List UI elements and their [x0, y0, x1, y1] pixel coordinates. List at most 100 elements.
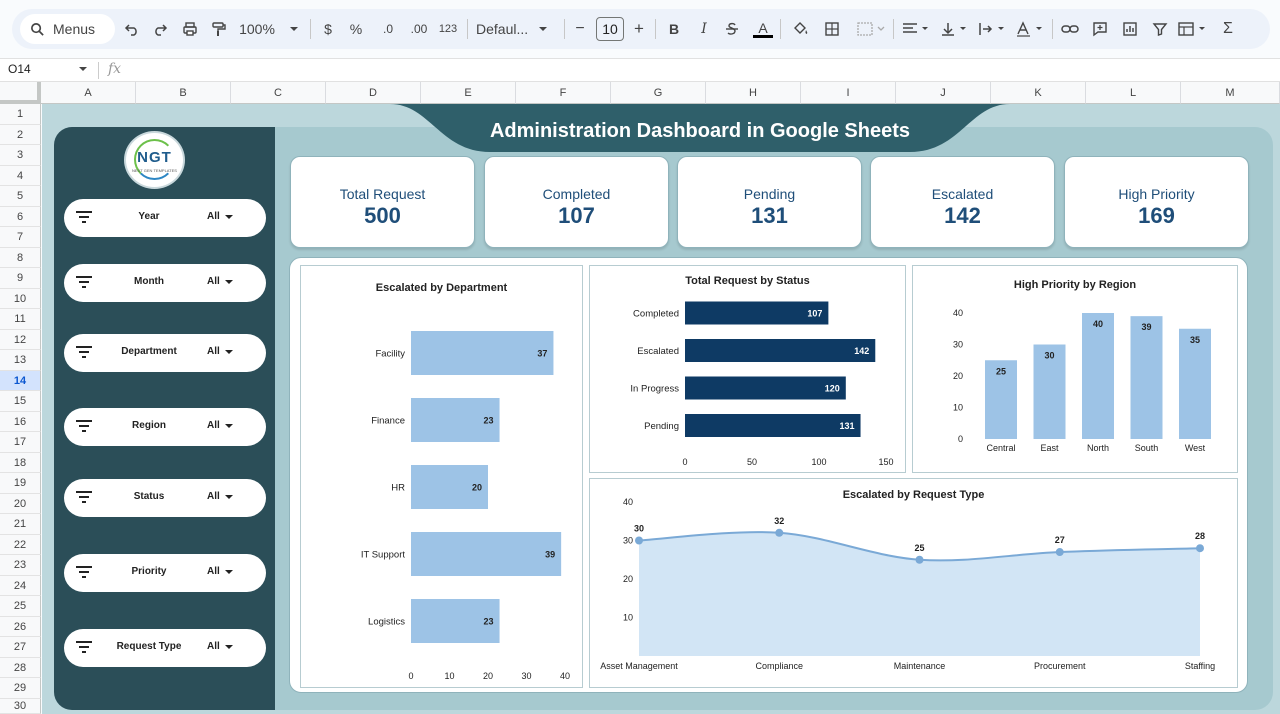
filter-value[interactable]: All — [207, 566, 220, 577]
row-header[interactable]: 23 — [0, 555, 41, 576]
insert-comment-button[interactable] — [1090, 18, 1110, 40]
filter-value[interactable]: All — [207, 420, 220, 431]
column-header[interactable]: H — [706, 82, 801, 104]
row-header[interactable]: 17 — [0, 432, 41, 453]
row-header[interactable]: 6 — [0, 207, 41, 227]
font-size-input[interactable]: 10 — [596, 17, 624, 41]
chevron-down-icon[interactable] — [225, 350, 233, 355]
column-header[interactable]: J — [896, 82, 991, 104]
column-header[interactable]: M — [1181, 82, 1280, 104]
category-label: Central — [986, 443, 1015, 453]
filter-priority[interactable]: Priority All — [64, 554, 266, 592]
currency-button[interactable]: $ — [318, 18, 338, 40]
merge-cells-button[interactable] — [854, 18, 888, 40]
horizontal-align-button[interactable] — [900, 18, 932, 40]
row-header[interactable]: 5 — [0, 186, 41, 207]
row-header[interactable]: 26 — [0, 617, 41, 637]
row-header[interactable]: 7 — [0, 227, 41, 248]
filter-value[interactable]: All — [207, 491, 220, 502]
row-header[interactable]: 3 — [0, 145, 41, 166]
decrease-decimal-button[interactable]: .0 — [376, 18, 400, 40]
increase-font-size-button[interactable]: + — [630, 18, 648, 40]
filter-button[interactable] — [1150, 18, 1170, 40]
row-header[interactable]: 11 — [0, 309, 41, 330]
row-header[interactable]: 21 — [0, 514, 41, 535]
column-header[interactable]: I — [801, 82, 896, 104]
filter-department[interactable]: Department All — [64, 334, 266, 372]
row-header[interactable]: 15 — [0, 391, 41, 412]
chevron-down-icon[interactable] — [225, 645, 233, 650]
column-header[interactable]: E — [421, 82, 516, 104]
chevron-down-icon[interactable] — [78, 66, 88, 74]
row-header[interactable]: 28 — [0, 658, 41, 678]
chevron-down-icon[interactable] — [225, 424, 233, 429]
print-button[interactable] — [180, 18, 200, 40]
fill-color-button[interactable] — [790, 18, 812, 40]
chevron-down-icon[interactable] — [225, 570, 233, 575]
filter-month[interactable]: Month All — [64, 264, 266, 302]
text-wrap-button[interactable] — [976, 18, 1008, 40]
column-header[interactable]: K — [991, 82, 1086, 104]
filter-status[interactable]: Status All — [64, 479, 266, 517]
column-header[interactable]: A — [41, 82, 136, 104]
menus-search-button[interactable]: Menus — [20, 14, 115, 44]
row-header[interactable]: 18 — [0, 453, 41, 473]
row-header[interactable]: 27 — [0, 637, 41, 658]
filter-value[interactable]: All — [207, 276, 220, 287]
borders-button[interactable] — [822, 18, 842, 40]
paint-format-button[interactable] — [208, 18, 228, 40]
column-header[interactable]: L — [1086, 82, 1181, 104]
row-header[interactable]: 20 — [0, 494, 41, 514]
chevron-down-icon[interactable] — [225, 280, 233, 285]
row-header[interactable]: 8 — [0, 248, 41, 268]
percent-button[interactable]: % — [346, 18, 366, 40]
text-rotation-button[interactable] — [1014, 18, 1046, 40]
column-header[interactable]: F — [516, 82, 611, 104]
row-header[interactable]: 10 — [0, 289, 41, 309]
row-header[interactable]: 30 — [0, 699, 41, 714]
insert-link-button[interactable] — [1060, 18, 1080, 40]
filter-region[interactable]: Region All — [64, 408, 266, 446]
row-header[interactable]: 25 — [0, 596, 41, 617]
chevron-down-icon[interactable] — [225, 495, 233, 500]
italic-button[interactable]: I — [694, 18, 714, 40]
column-header[interactable]: G — [611, 82, 706, 104]
row-header[interactable]: 16 — [0, 412, 41, 432]
row-header[interactable]: 13 — [0, 350, 41, 371]
chevron-down-icon[interactable] — [225, 215, 233, 220]
insert-chart-button[interactable] — [1120, 18, 1140, 40]
row-header[interactable]: 22 — [0, 535, 41, 555]
functions-button[interactable]: Σ — [1218, 18, 1238, 40]
strikethrough-button[interactable] — [722, 18, 742, 40]
filter-request-type[interactable]: Request Type All — [64, 629, 266, 667]
row-header[interactable]: 4 — [0, 166, 41, 186]
redo-button[interactable] — [150, 18, 170, 40]
filter-value[interactable]: All — [207, 211, 220, 222]
filter-views-button[interactable] — [1176, 18, 1210, 40]
row-header[interactable]: 12 — [0, 330, 41, 350]
undo-button[interactable] — [122, 18, 142, 40]
name-box[interactable]: O14 — [8, 62, 31, 76]
row-header[interactable]: 19 — [0, 473, 41, 494]
row-header[interactable]: 14 — [0, 371, 41, 391]
increase-decimal-button[interactable]: .00 — [406, 18, 432, 40]
row-header[interactable]: 24 — [0, 576, 41, 596]
select-all-corner[interactable] — [0, 82, 41, 104]
filter-year[interactable]: Year All — [64, 199, 266, 237]
filter-value[interactable]: All — [207, 641, 220, 652]
vertical-align-button[interactable] — [938, 18, 970, 40]
column-header[interactable]: C — [231, 82, 326, 104]
number-format-button[interactable]: 123 — [436, 18, 460, 40]
column-header[interactable]: B — [136, 82, 231, 104]
bold-button[interactable]: B — [664, 18, 684, 40]
column-header[interactable]: D — [326, 82, 421, 104]
font-select[interactable]: Defaul... — [476, 18, 556, 40]
row-header[interactable]: 1 — [0, 104, 41, 125]
decrease-font-size-button[interactable]: − — [572, 18, 588, 40]
zoom-select[interactable]: 100% — [238, 18, 302, 40]
filter-value[interactable]: All — [207, 346, 220, 357]
row-header[interactable]: 9 — [0, 268, 41, 289]
text-color-button[interactable]: A — [752, 18, 774, 40]
row-header[interactable]: 29 — [0, 678, 41, 699]
row-header[interactable]: 2 — [0, 125, 41, 145]
